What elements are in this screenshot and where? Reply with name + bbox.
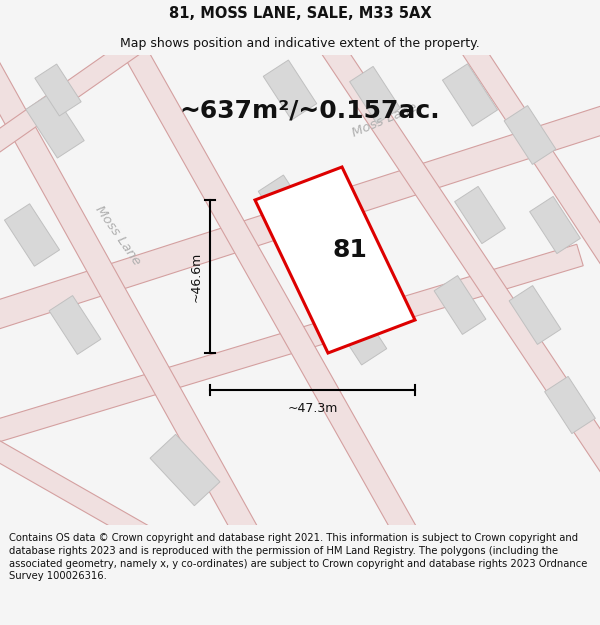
Text: 81: 81 <box>332 238 367 262</box>
Polygon shape <box>258 175 312 235</box>
Polygon shape <box>545 376 595 434</box>
Text: ~637m²/~0.157ac.: ~637m²/~0.157ac. <box>179 98 440 122</box>
Polygon shape <box>509 286 561 344</box>
Text: ~47.3m: ~47.3m <box>287 401 338 414</box>
Text: Moss Lane: Moss Lane <box>93 202 143 268</box>
Polygon shape <box>310 216 361 274</box>
Polygon shape <box>440 9 600 401</box>
Polygon shape <box>49 296 101 354</box>
Polygon shape <box>4 204 59 266</box>
Text: Moss Lane: Moss Lane <box>350 101 419 139</box>
Polygon shape <box>442 64 497 126</box>
Polygon shape <box>0 27 155 183</box>
Polygon shape <box>150 434 220 506</box>
Polygon shape <box>0 426 185 564</box>
Polygon shape <box>333 305 387 365</box>
Polygon shape <box>350 66 400 124</box>
Polygon shape <box>434 276 486 334</box>
Polygon shape <box>0 29 281 581</box>
Polygon shape <box>300 8 600 502</box>
Polygon shape <box>530 196 580 254</box>
Polygon shape <box>255 167 415 353</box>
Polygon shape <box>455 186 505 244</box>
Text: 81, MOSS LANE, SALE, M33 5AX: 81, MOSS LANE, SALE, M33 5AX <box>169 6 431 21</box>
Polygon shape <box>504 106 556 164</box>
Polygon shape <box>35 64 81 116</box>
Polygon shape <box>263 60 317 120</box>
Text: Map shows position and indicative extent of the property.: Map shows position and indicative extent… <box>120 38 480 51</box>
Text: ~46.6m: ~46.6m <box>190 251 203 302</box>
Text: Contains OS data © Crown copyright and database right 2021. This information is : Contains OS data © Crown copyright and d… <box>9 533 587 581</box>
Polygon shape <box>26 92 84 158</box>
Polygon shape <box>0 244 583 456</box>
Polygon shape <box>0 92 600 343</box>
Polygon shape <box>110 19 440 581</box>
